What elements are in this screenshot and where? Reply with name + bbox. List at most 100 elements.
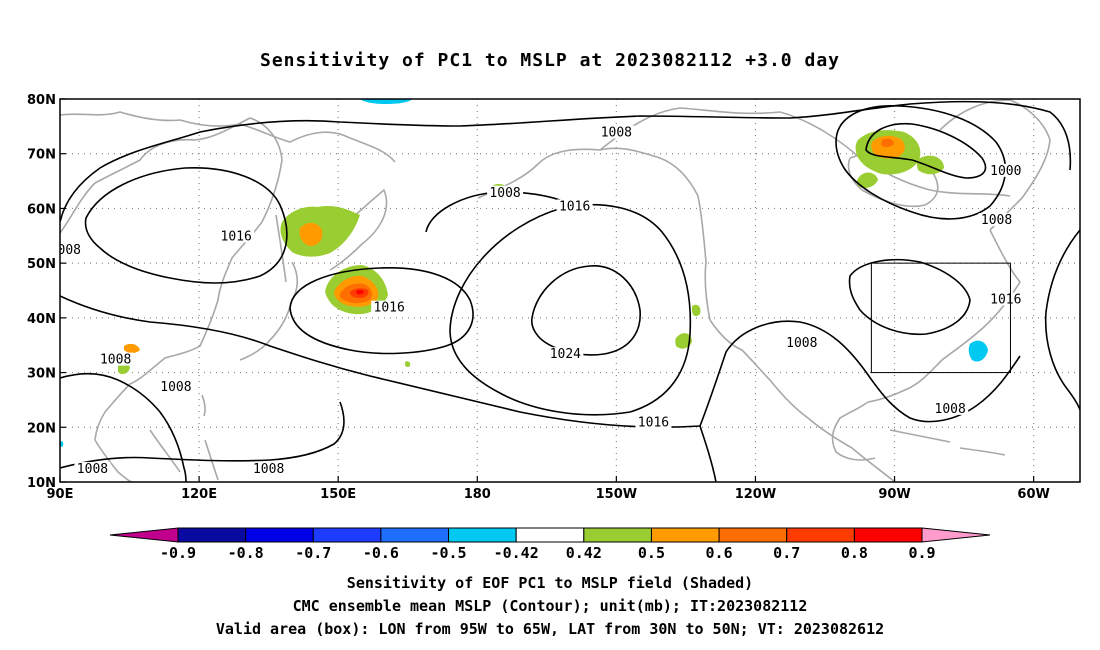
contour-1016-east-pacific bbox=[449, 203, 692, 416]
colorbar-swatch bbox=[583, 527, 652, 543]
colorbar-label: -0.42 bbox=[494, 544, 539, 562]
contour-label: 1008 bbox=[77, 462, 108, 477]
colorbar-swatch bbox=[312, 527, 382, 543]
contour-label: 1008 bbox=[935, 402, 966, 417]
contour-label-bg bbox=[547, 347, 584, 361]
colorbar-label: -0.6 bbox=[363, 544, 399, 562]
contour-label-bg bbox=[250, 462, 287, 476]
lat-tick-label: 30N bbox=[27, 367, 56, 382]
coastline-siberia-north bbox=[60, 111, 396, 163]
contour-label-bg bbox=[635, 415, 672, 429]
contour-label-bg bbox=[218, 229, 255, 243]
mslp-contours bbox=[60, 100, 1080, 482]
contour-label: 1008 bbox=[981, 213, 1012, 228]
contour-label-bg bbox=[978, 213, 1015, 227]
coastline-north-america-west bbox=[709, 319, 896, 482]
caption-line-3: Valid area (box): LON from 95W to 65W, L… bbox=[215, 620, 885, 638]
lat-tick-label: 70N bbox=[27, 148, 56, 163]
colorbar: -0.9 -0.8 -0.7 -0.6 -0.5 -0.42 0.42 0.5 0.6 0.7 0.… bbox=[109, 527, 991, 562]
colorbar-swatch bbox=[448, 527, 517, 543]
caption-line-1: Sensitivity of EOF PC1 to MSLP field (Sh… bbox=[346, 574, 754, 592]
coastline-greenland bbox=[939, 99, 1051, 231]
colorbar-swatch bbox=[718, 527, 788, 543]
contour-label-bg bbox=[60, 243, 84, 257]
coastline-alaska bbox=[477, 147, 711, 321]
contour-label-bg bbox=[74, 462, 111, 476]
colorbar-swatch bbox=[650, 527, 720, 543]
caption-line-2: CMC ensemble mean MSLP (Contour); unit(m… bbox=[292, 597, 808, 615]
lat-tick-label: 50N bbox=[27, 257, 56, 272]
contour-label-bg bbox=[556, 199, 593, 213]
contour-label: 1008 bbox=[253, 462, 284, 477]
contour-1008-north bbox=[60, 100, 1072, 223]
contour-1008-americas bbox=[699, 320, 1021, 427]
contour-label: 1008 bbox=[100, 353, 131, 368]
coastline-southeast-asia bbox=[94, 429, 181, 482]
colorbar-label: 0.7 bbox=[773, 544, 800, 562]
shade-blob-arctic-neg bbox=[360, 99, 412, 104]
colorbar-low-triangle bbox=[109, 527, 179, 543]
lon-tick-label: 180 bbox=[464, 487, 491, 502]
colorbar-label: 0.8 bbox=[841, 544, 868, 562]
contour-label-bg bbox=[371, 300, 408, 314]
colorbar-swatch bbox=[245, 527, 314, 543]
shade-blob-baffin bbox=[855, 130, 944, 188]
lat-tick-label: 60N bbox=[27, 202, 56, 217]
valid-area-box bbox=[870, 262, 1011, 374]
contour-label-bg bbox=[487, 185, 524, 199]
contour-label: 1008 bbox=[786, 336, 817, 351]
coastline-kamchatka bbox=[329, 189, 388, 271]
colorbar-swatch bbox=[380, 527, 450, 543]
contour-1016-siberia bbox=[84, 167, 288, 284]
coastline-north-america-east bbox=[867, 229, 1021, 403]
contour-1008-south-asia bbox=[60, 372, 187, 482]
colorbar-label: 0.5 bbox=[638, 544, 665, 562]
colorbar-high-triangle bbox=[921, 527, 991, 543]
coastline-caribbean bbox=[889, 429, 1006, 456]
shade-blob-east-china-sea bbox=[405, 361, 411, 368]
contour-label: 1016 bbox=[221, 230, 252, 245]
colorbar-label: -0.9 bbox=[160, 544, 196, 562]
contour-1016-pacific-high bbox=[289, 267, 474, 355]
lon-tick-label: 90W bbox=[878, 487, 910, 502]
shade-blob-pacific-nw bbox=[692, 304, 701, 317]
contour-label-bg bbox=[783, 336, 820, 350]
contour-label: 1016 bbox=[559, 199, 590, 214]
contour-1008-south bbox=[60, 401, 345, 469]
contour-1008-labrador bbox=[835, 105, 1007, 220]
lon-tick-label: 90E bbox=[47, 487, 74, 502]
contour-label: 1000 bbox=[990, 164, 1021, 179]
lon-tick-label: 150E bbox=[320, 487, 356, 502]
contour-label-bg bbox=[157, 379, 194, 393]
contour-label: 1016 bbox=[638, 416, 669, 431]
lat-tick-label: 10N bbox=[27, 476, 56, 491]
contour-label-bg bbox=[932, 401, 969, 415]
contour-label: 1016 bbox=[990, 292, 1021, 307]
contour-label: 1008 bbox=[489, 186, 520, 201]
map-frame bbox=[59, 98, 1081, 483]
contour-labels: 1008 1000 1008 1008 1016 008 1016 1016 1024 1016 1… bbox=[58, 125, 1024, 477]
map-title: Sensitivity of PC1 to MSLP at 2023082112… bbox=[259, 50, 840, 71]
colorbar-label: -0.5 bbox=[430, 544, 466, 562]
colorbar-label: -0.8 bbox=[228, 544, 264, 562]
contour-label: 1016 bbox=[374, 301, 405, 316]
contour-label-bg bbox=[987, 292, 1024, 306]
shade-blob-okhotsk bbox=[280, 205, 360, 257]
colorbar-label: 0.9 bbox=[908, 544, 935, 562]
lat-tick-label: 40N bbox=[27, 312, 56, 327]
contour-label: 1024 bbox=[550, 347, 581, 362]
contour-label: 008 bbox=[58, 243, 81, 258]
colorbar-swatch bbox=[786, 527, 855, 543]
lon-tick-label: 60W bbox=[1017, 487, 1049, 502]
contour-label: 1008 bbox=[160, 380, 191, 395]
colorbar-swatch bbox=[177, 527, 247, 543]
coastline-sakhalin bbox=[275, 214, 287, 283]
contour-1024 bbox=[530, 265, 641, 356]
lat-tick-label: 80N bbox=[27, 93, 56, 108]
contour-label: 1008 bbox=[601, 126, 632, 141]
coastlines bbox=[60, 99, 1051, 482]
contour-1016-eastern-us bbox=[848, 258, 971, 336]
colorbar-swatch bbox=[515, 527, 585, 543]
coastline-canada-arctic bbox=[599, 107, 1011, 197]
